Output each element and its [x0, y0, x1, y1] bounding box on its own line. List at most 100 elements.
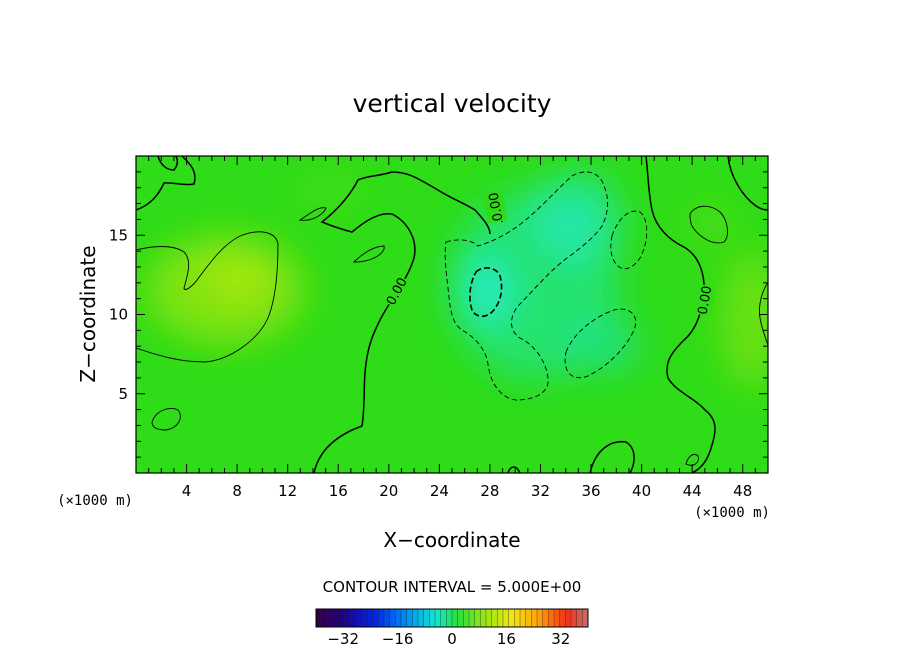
field-shading [145, 170, 768, 390]
x-unit-label: (×1000 m) [694, 505, 770, 521]
contour-label-bg-top [482, 190, 508, 224]
x-tick-label: 44 [683, 482, 702, 500]
y-tick-labels: 5 10 15 [109, 226, 128, 403]
contour-zero-left [313, 171, 491, 473]
plot-area: 0.00 0.00 0.00 [136, 156, 768, 473]
colorbar-cell [372, 608, 379, 628]
x-tick-label: 40 [632, 482, 651, 500]
contour-lines [136, 156, 768, 473]
colorbar-cell [508, 608, 515, 628]
x-tick-label: 24 [430, 482, 449, 500]
colorbar-tick-labels: −32 −16 0 16 32 [327, 630, 570, 648]
colorbar-cell [344, 608, 351, 628]
colorbar-cell [349, 608, 357, 628]
contour-zero-right [645, 156, 716, 473]
colorbar-cell [485, 608, 493, 628]
colorbar-cell [553, 608, 561, 628]
colorbar-cell [361, 608, 368, 628]
colorbar-cell [395, 608, 402, 628]
colorbar-tick-label: 16 [497, 630, 516, 648]
colorbar-cell [446, 608, 453, 628]
colorbar-cell [383, 608, 391, 628]
colorbar-cell [412, 608, 419, 628]
contour-positive-topright [689, 205, 728, 244]
colorbar [315, 608, 589, 628]
colorbar-cell [378, 608, 385, 628]
colorbar-cell [417, 608, 425, 628]
contour-label-top: 0.00 [487, 191, 507, 222]
x-tick-label: 48 [733, 482, 752, 500]
x-axis-label: X−coordinate [383, 528, 520, 552]
shade-positive-topright [690, 204, 734, 240]
contour-interval-text: CONTOUR INTERVAL = 5.000E+00 [323, 578, 582, 596]
shade-negative-lower [562, 317, 642, 373]
colorbar-cell [366, 608, 374, 628]
colorbar-cell [474, 608, 481, 628]
colorbar-tick-label: −32 [327, 630, 359, 648]
colorbar-cell [497, 608, 504, 628]
colorbar-cell [338, 608, 345, 628]
colorbar-cell [480, 608, 487, 628]
colorbar-cell [559, 608, 566, 628]
colorbar-cell [355, 608, 362, 628]
colorbar-cell [576, 608, 583, 628]
shade-positive-top [290, 170, 370, 210]
contour-label-bg-right [691, 283, 717, 317]
colorbar-cell [531, 608, 538, 628]
colorbar-cell [570, 608, 578, 628]
contour-label-bg-left [380, 273, 412, 309]
colorbar-cell [468, 608, 476, 628]
y-tick-label: 10 [109, 306, 128, 324]
colorbar-tick-label: −16 [382, 630, 414, 648]
colorbar-cell [491, 608, 498, 628]
chart-title: vertical velocity [353, 89, 552, 118]
contour-positive-small-a [298, 207, 327, 221]
shade-positive-left-core [204, 254, 272, 302]
colorbar-cell [502, 608, 510, 628]
colorbar-tick-label: 32 [551, 630, 570, 648]
x-tick-label: 28 [480, 482, 499, 500]
shade-positive-right [720, 250, 768, 390]
contour-positive-rightedge [759, 281, 768, 347]
colorbar-cell [548, 608, 555, 628]
contour-positive-small-b [352, 245, 385, 263]
x-tick-label: 16 [329, 482, 348, 500]
y-axis-label: Z−coordinate [76, 245, 100, 382]
colorbar-cell [434, 608, 442, 628]
contour-negative-lower-right [564, 308, 637, 379]
colorbar-cell [457, 608, 464, 628]
colorbar-cell [389, 608, 396, 628]
colorbar-cell [327, 608, 334, 628]
colorbar-cell [565, 608, 572, 628]
contour-negative-core [469, 267, 503, 318]
y-tick-label: 5 [118, 385, 128, 403]
colorbar-cell [400, 608, 408, 628]
y-unit-label: (×1000 m) [57, 493, 133, 509]
colorbar-cell [525, 608, 532, 628]
colorbar-cell [315, 608, 323, 628]
contour-positive-left [136, 231, 279, 363]
contour-negative-main [444, 171, 609, 401]
shade-negative-core [459, 252, 515, 328]
colorbar-cell [429, 608, 436, 628]
x-tick-label: 12 [278, 482, 297, 500]
contour-positive-lowleft [151, 408, 181, 431]
contour-zero-bottom-small [507, 466, 521, 473]
x-tick-label: 8 [232, 482, 242, 500]
colorbar-cell [463, 608, 470, 628]
colorbar-cell [514, 608, 521, 628]
x-tick-label: 36 [581, 482, 600, 500]
colorbar-frame [315, 608, 589, 628]
shade-negative-upper [530, 175, 620, 265]
colorbar-cell [582, 608, 589, 628]
contour-negative-upper-right [610, 210, 648, 270]
x-tick-label: 4 [182, 482, 192, 500]
colorbar-cell [332, 608, 340, 628]
contour-zero-topright-edge [727, 156, 768, 211]
tick-marks [136, 156, 768, 473]
contour-zero-topleft-small [157, 156, 179, 171]
x-tick-labels: 4 8 12 16 20 24 28 32 36 40 44 48 [182, 482, 752, 500]
x-tick-label: 32 [531, 482, 550, 500]
colorbar-tick-label: 0 [447, 630, 457, 648]
